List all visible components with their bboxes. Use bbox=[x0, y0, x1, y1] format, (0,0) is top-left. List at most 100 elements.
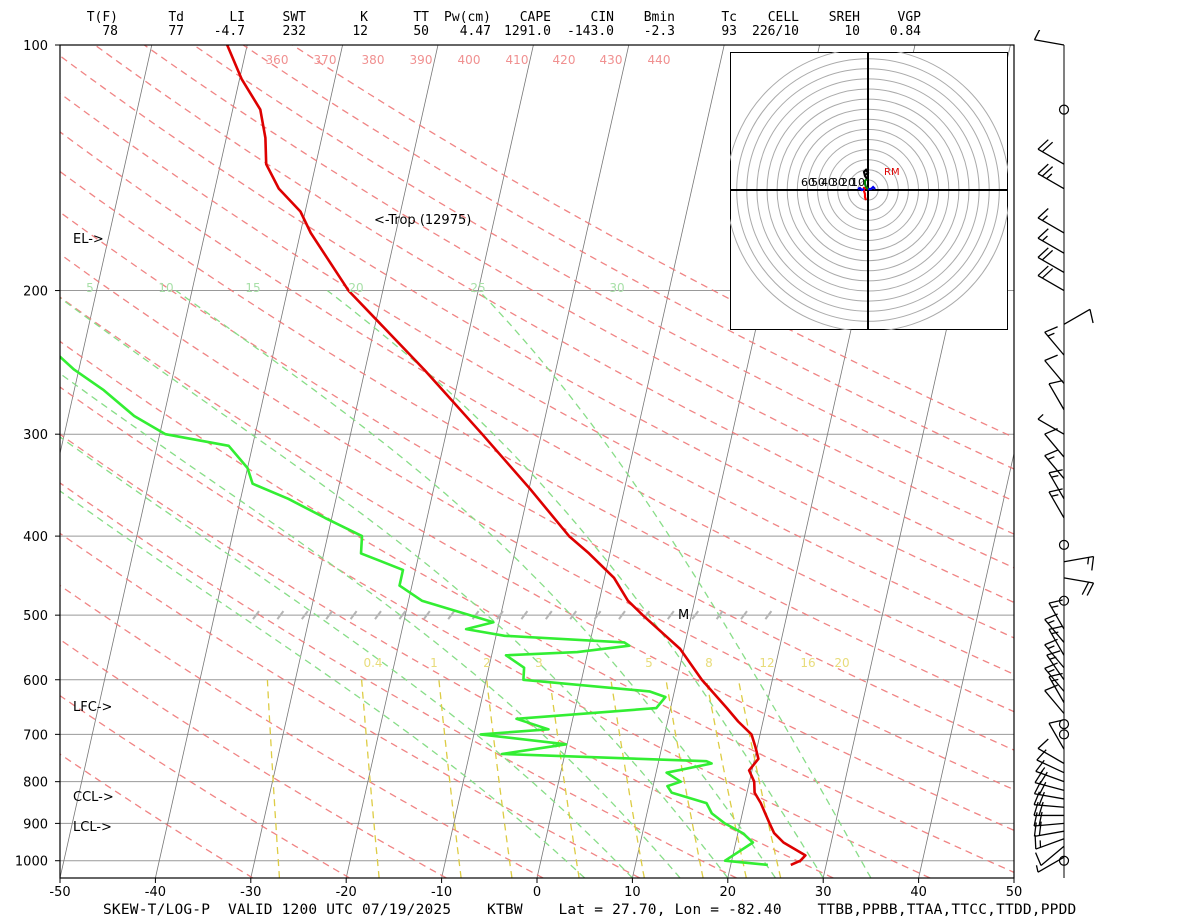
barb-feather bbox=[1037, 738, 1049, 749]
barb-shaft bbox=[1037, 747, 1065, 765]
wind-barb bbox=[1063, 308, 1094, 325]
barb-feather bbox=[1041, 268, 1054, 279]
wind-barb bbox=[1063, 577, 1095, 596]
level-hatch bbox=[447, 610, 456, 620]
barb-feather bbox=[1041, 215, 1048, 221]
x-tick-label: -20 bbox=[336, 885, 357, 900]
barb-feather bbox=[1048, 625, 1063, 630]
calm-wind-circle bbox=[1058, 718, 1070, 730]
barb-shaft bbox=[1063, 308, 1091, 325]
index-label: Tc bbox=[721, 10, 737, 25]
mixing-ratio-line bbox=[610, 679, 645, 878]
level-hatch bbox=[618, 610, 626, 620]
trop-annotation: <-Trop (12975) bbox=[374, 213, 471, 228]
barb-feather bbox=[1037, 413, 1044, 420]
dry-adiabat-label: 420 bbox=[553, 53, 576, 67]
dry-adiabat bbox=[60, 92, 1014, 639]
barb-feather bbox=[1033, 30, 1041, 41]
barb-shaft bbox=[1034, 793, 1065, 800]
barb-feather bbox=[1041, 249, 1054, 261]
dry-adiabat bbox=[143, 45, 1014, 535]
dry-adiabat bbox=[60, 638, 447, 878]
barb-shaft bbox=[1037, 256, 1065, 273]
wind-barb bbox=[1048, 469, 1065, 500]
barb-shaft bbox=[1037, 237, 1065, 254]
mixing-ratio-label: 16 bbox=[800, 656, 815, 670]
wind-barb bbox=[1033, 821, 1065, 838]
dewpoint-trace bbox=[60, 355, 769, 867]
moist-adiabat-label: 15 bbox=[245, 281, 260, 295]
barb-feather bbox=[1039, 771, 1048, 785]
barb-shaft bbox=[1037, 856, 1065, 873]
x-tick-label: -10 bbox=[431, 885, 452, 900]
barb-shaft bbox=[1034, 39, 1065, 46]
mean-annotation: M bbox=[678, 608, 689, 623]
wind-barb bbox=[1037, 265, 1065, 292]
hodograph-rm-label: RM bbox=[884, 167, 900, 178]
index-label: Pw(cm) bbox=[444, 10, 491, 25]
moist-adiabat bbox=[60, 372, 681, 878]
level-hatch bbox=[276, 610, 285, 620]
index-label: K bbox=[360, 10, 368, 25]
index-label: TT bbox=[413, 10, 429, 25]
index-value: 0.84 bbox=[889, 24, 921, 39]
y-tick-label: 900 bbox=[23, 817, 48, 832]
barb-feather bbox=[1041, 141, 1054, 153]
wind-barb bbox=[1048, 380, 1065, 411]
y-tick-label: 300 bbox=[23, 428, 48, 443]
moist-adiabat-label: 10 bbox=[158, 281, 173, 295]
index-value: -2.3 bbox=[643, 24, 675, 39]
dry-adiabat bbox=[242, 45, 1014, 470]
dry-adiabat-label: 380 bbox=[362, 53, 385, 67]
barb-shaft bbox=[1044, 433, 1065, 458]
index-label: LI bbox=[229, 10, 245, 25]
index-label: CAPE bbox=[519, 10, 551, 25]
y-tick-label: 600 bbox=[23, 674, 48, 689]
wind-barb bbox=[1037, 247, 1065, 273]
barb-shaft bbox=[1037, 173, 1065, 190]
index-label: VGP bbox=[897, 10, 921, 25]
barb-feather bbox=[1091, 556, 1095, 571]
hodograph-segment bbox=[862, 168, 870, 180]
barb-shaft bbox=[1048, 629, 1065, 656]
calm-wind-circle bbox=[1058, 539, 1070, 550]
wind-barb bbox=[1044, 326, 1065, 356]
barb-feather bbox=[1051, 631, 1059, 635]
barb-feather bbox=[1038, 821, 1042, 836]
wind-barb bbox=[1048, 488, 1065, 519]
hodograph-segment bbox=[863, 178, 869, 190]
wind-barb bbox=[1063, 555, 1095, 571]
wind-barb bbox=[1033, 801, 1064, 817]
barb-feather bbox=[1046, 173, 1053, 180]
dry-adiabat bbox=[292, 45, 1014, 439]
index-value: 232 bbox=[282, 24, 306, 39]
moist-adiabat-label: 25 bbox=[470, 281, 485, 295]
index-value: 78 bbox=[102, 24, 118, 39]
barb-shaft bbox=[1034, 804, 1065, 808]
barb-feather bbox=[1048, 469, 1063, 474]
hodograph-ring-label: 60 bbox=[801, 176, 815, 189]
level-hatch bbox=[715, 610, 724, 620]
x-tick-label: 0 bbox=[533, 885, 541, 900]
hodograph-segment bbox=[868, 185, 876, 191]
barb-shaft bbox=[1063, 577, 1094, 584]
isotherm-line bbox=[536, 45, 725, 878]
barb-feather bbox=[1044, 684, 1058, 692]
y-tick-label: 200 bbox=[23, 285, 48, 300]
barb-shaft bbox=[1034, 782, 1065, 792]
dry-adiabat bbox=[60, 532, 641, 878]
level-hatch bbox=[740, 610, 748, 620]
barb-feather bbox=[1047, 332, 1055, 337]
wind-barb bbox=[1037, 413, 1065, 435]
mixing-ratio-line bbox=[737, 679, 782, 878]
level-hatch bbox=[374, 610, 382, 620]
level-hatch bbox=[569, 610, 578, 620]
barb-feather bbox=[1033, 801, 1039, 816]
mixing-ratio-label: 12 bbox=[759, 656, 774, 670]
level-hatch bbox=[398, 610, 407, 620]
index-value: 4.47 bbox=[459, 24, 491, 39]
hodograph-ring-label: 30 bbox=[831, 176, 845, 189]
index-label: T(F) bbox=[86, 10, 118, 25]
grid-layer bbox=[60, 45, 1014, 878]
